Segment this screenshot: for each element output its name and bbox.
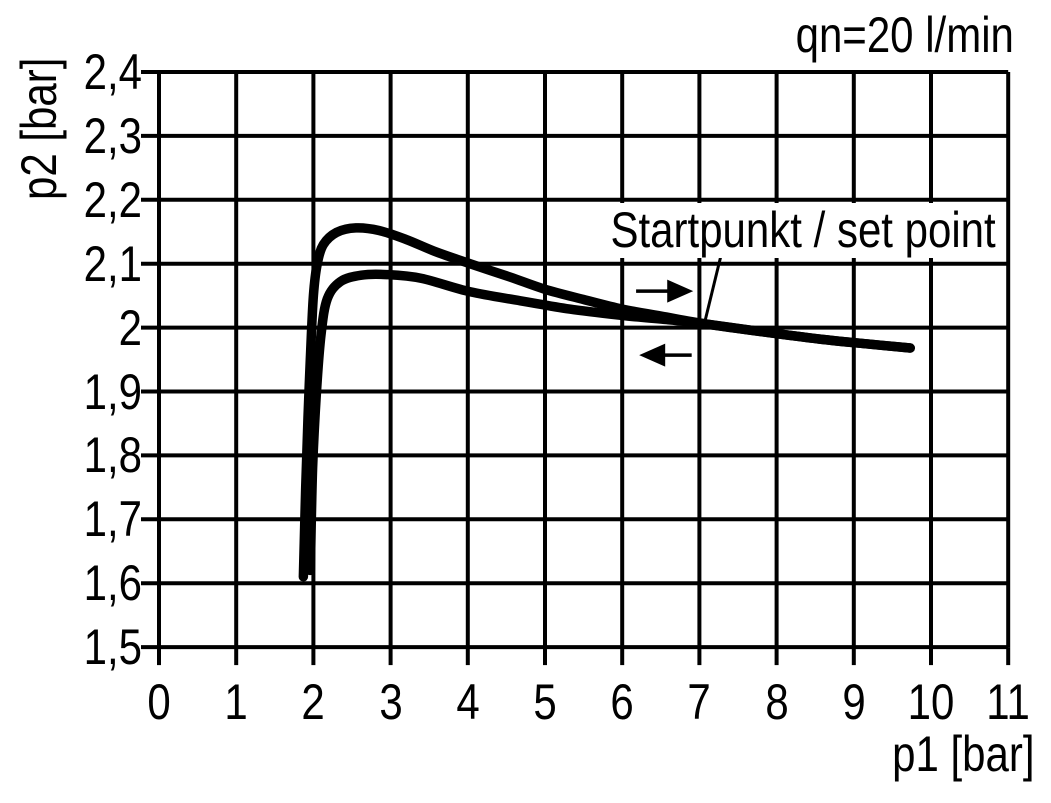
y-axis-title: p2 [bar] — [11, 57, 67, 200]
curve-lower-hysteresis-branch — [305, 269, 915, 576]
curve-upper-hysteresis-branch — [298, 223, 915, 582]
arrow-head-left-icon — [639, 343, 666, 367]
arrow-head-right-icon — [667, 279, 694, 303]
set-point-leader-line — [702, 251, 724, 326]
set-point-annotation: Startpunkt / set point — [605, 203, 1002, 258]
x-axis-title: p1 [bar] — [892, 726, 1035, 782]
flow-rate-annotation: qn=20 l/min — [795, 7, 1014, 63]
